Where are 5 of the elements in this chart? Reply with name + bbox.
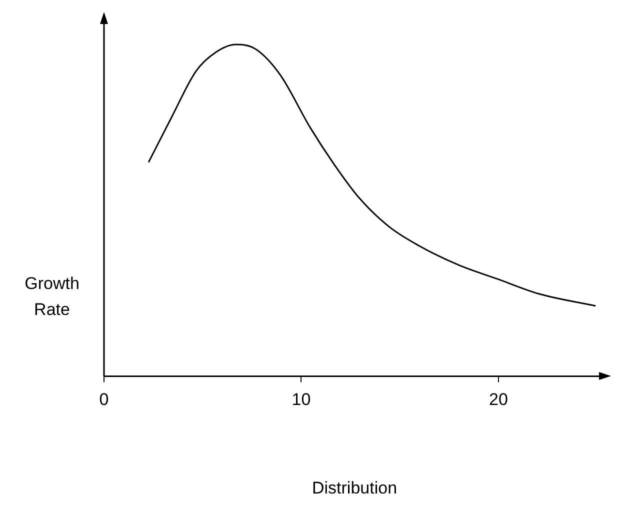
x-axis-title: Distribution [312, 478, 398, 498]
y-axis-title: Growth Rate [24, 274, 80, 320]
x-tick-label: 20 [489, 390, 508, 410]
x-tick-label: 10 [292, 390, 311, 410]
x-tick-label: 0 [99, 390, 109, 410]
